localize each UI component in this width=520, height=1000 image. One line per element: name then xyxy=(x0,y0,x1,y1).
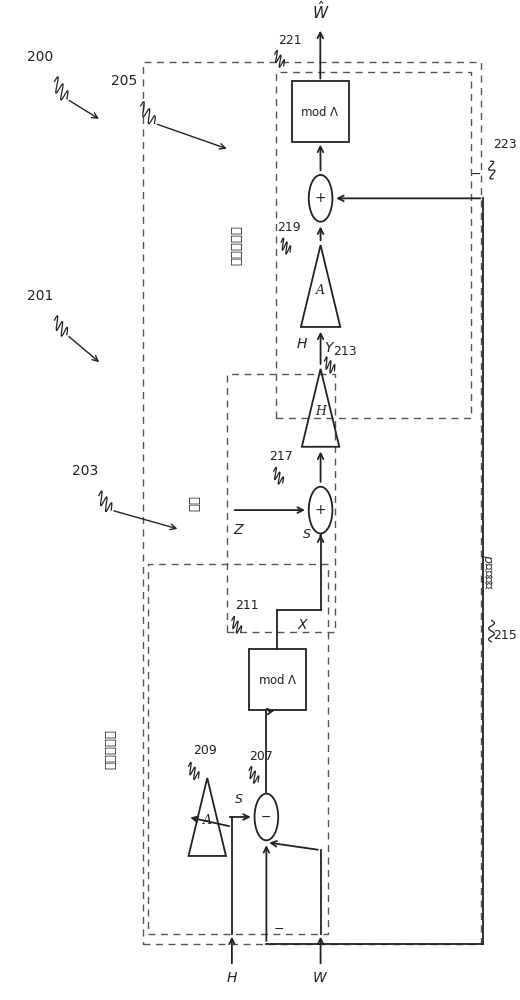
Text: mod $\Lambda$: mod $\Lambda$ xyxy=(301,105,340,119)
Text: 高频振动$d$: 高频振动$d$ xyxy=(482,553,496,589)
Text: 215: 215 xyxy=(493,629,517,642)
Bar xyxy=(276,72,471,418)
Text: $S$: $S$ xyxy=(233,793,243,806)
Text: −: − xyxy=(471,167,481,180)
Text: $S$: $S$ xyxy=(302,528,311,541)
Text: 207: 207 xyxy=(250,750,274,763)
Bar xyxy=(143,62,480,944)
Text: +: + xyxy=(315,503,327,517)
Text: −: − xyxy=(274,923,284,936)
Text: 格型解码器: 格型解码器 xyxy=(230,225,243,265)
Text: −: − xyxy=(261,810,271,823)
Text: mod $\Lambda$: mod $\Lambda$ xyxy=(257,673,297,687)
Bar xyxy=(292,81,348,142)
Text: 信道: 信道 xyxy=(188,495,201,511)
Text: $W$: $W$ xyxy=(313,971,329,985)
Text: 221: 221 xyxy=(278,34,302,47)
Text: $\hat{W}$: $\hat{W}$ xyxy=(311,0,329,22)
Text: 223: 223 xyxy=(493,138,517,151)
Text: A: A xyxy=(316,284,325,297)
Bar xyxy=(148,564,328,934)
Text: 格型编码器: 格型编码器 xyxy=(105,729,118,769)
Text: $Y$: $Y$ xyxy=(324,341,335,355)
Text: A: A xyxy=(203,814,212,827)
Bar xyxy=(227,374,335,632)
Text: 219: 219 xyxy=(277,221,301,234)
Text: 200: 200 xyxy=(28,50,54,64)
Bar xyxy=(249,649,306,710)
Text: 213: 213 xyxy=(333,345,357,358)
Text: 203: 203 xyxy=(72,464,98,478)
Text: $H$: $H$ xyxy=(296,337,308,351)
Text: 211: 211 xyxy=(235,599,258,612)
Text: 209: 209 xyxy=(193,744,217,757)
Text: H: H xyxy=(315,405,326,418)
Text: $X$: $X$ xyxy=(297,618,310,632)
Text: +: + xyxy=(315,191,327,205)
Text: 205: 205 xyxy=(111,74,137,88)
Text: 201: 201 xyxy=(28,289,54,303)
Text: 217: 217 xyxy=(269,450,293,463)
Text: $Z$: $Z$ xyxy=(233,523,245,537)
Text: $H$: $H$ xyxy=(226,971,238,985)
